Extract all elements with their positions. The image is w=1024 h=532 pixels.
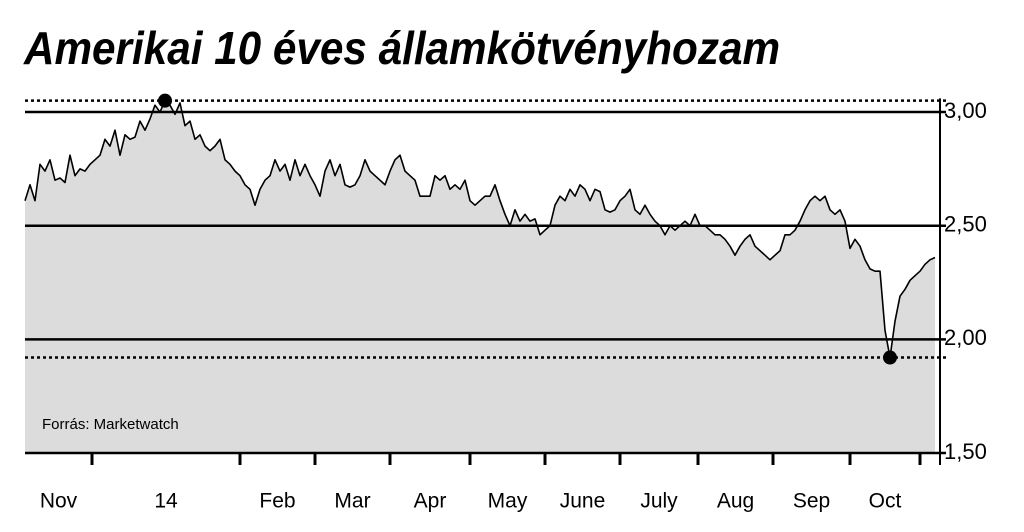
- x-tick-label: Sep: [793, 490, 830, 513]
- y-tick-label: 2,00: [944, 325, 987, 350]
- x-tick-label: Apr: [414, 490, 447, 513]
- chart-title: Amerikai 10 éves államkötvényhozam: [23, 22, 780, 74]
- x-tick-label: May: [488, 490, 528, 513]
- extreme-marker: [883, 350, 897, 365]
- x-tick-label: Oct: [869, 490, 902, 513]
- x-tick-label: Nov: [40, 490, 78, 513]
- x-tick-label: Feb: [259, 490, 295, 513]
- y-tick-label: 1,50: [944, 439, 987, 464]
- area-fill: [25, 100, 935, 453]
- extreme-marker: [158, 93, 172, 108]
- x-tick-label: July: [640, 490, 678, 513]
- y-tick-label: 3,00: [944, 98, 987, 123]
- yield-line: [24, 99, 936, 359]
- y-tick-label: 2,50: [944, 212, 987, 237]
- x-tick-label: June: [560, 490, 606, 513]
- source-note: Forrás: Marketwatch: [42, 416, 179, 433]
- x-tick-label: 14: [154, 490, 178, 513]
- x-tick-label: Aug: [717, 490, 754, 513]
- x-tick-label: Mar: [334, 490, 370, 513]
